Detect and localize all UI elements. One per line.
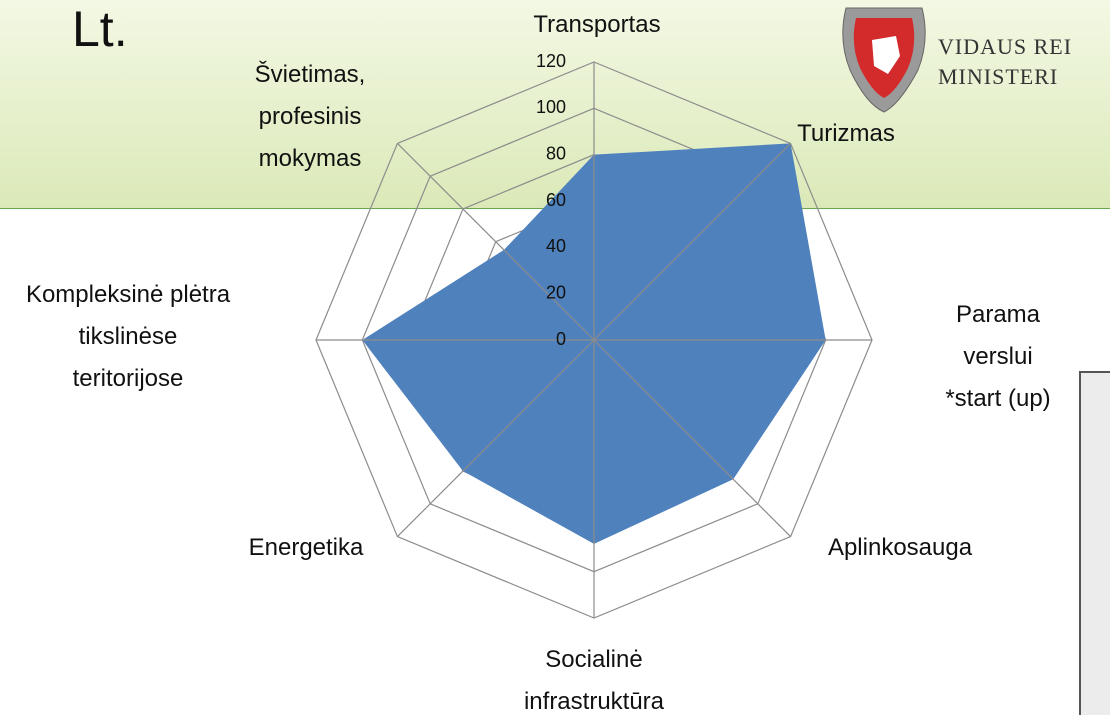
tick-label: 0 bbox=[556, 329, 566, 349]
category-label: Energetika bbox=[248, 534, 364, 561]
spoke bbox=[397, 339, 595, 537]
category-label: Švietimas, profesinis mokymas bbox=[254, 61, 366, 172]
logo-text: MINISTERI bbox=[938, 64, 1059, 89]
category-label: Aplinkosauga bbox=[827, 534, 973, 561]
tick-label: 40 bbox=[546, 236, 566, 256]
logo-text: VIDAUS REI bbox=[938, 34, 1073, 59]
category-label: Turizmas bbox=[797, 120, 895, 147]
spoke bbox=[397, 143, 595, 341]
side-box bbox=[1079, 371, 1110, 715]
spoke bbox=[593, 143, 791, 341]
logo bbox=[842, 7, 926, 113]
tick-label: 100 bbox=[536, 97, 566, 117]
tick-label: 20 bbox=[546, 282, 566, 302]
slide-title: Lt. bbox=[72, 1, 128, 57]
tick-label: 60 bbox=[546, 190, 566, 210]
tick-label: 120 bbox=[536, 51, 566, 71]
spoke bbox=[593, 339, 791, 537]
tick-label: 80 bbox=[546, 143, 566, 163]
category-label: Parama verslui *start (up) bbox=[945, 301, 1051, 412]
category-label: Socialinė infrastruktūra bbox=[523, 646, 665, 715]
category-label: Kompleksinė plėtra tikslinėse teritorijo… bbox=[25, 281, 231, 392]
category-label: Transportas bbox=[533, 11, 661, 38]
